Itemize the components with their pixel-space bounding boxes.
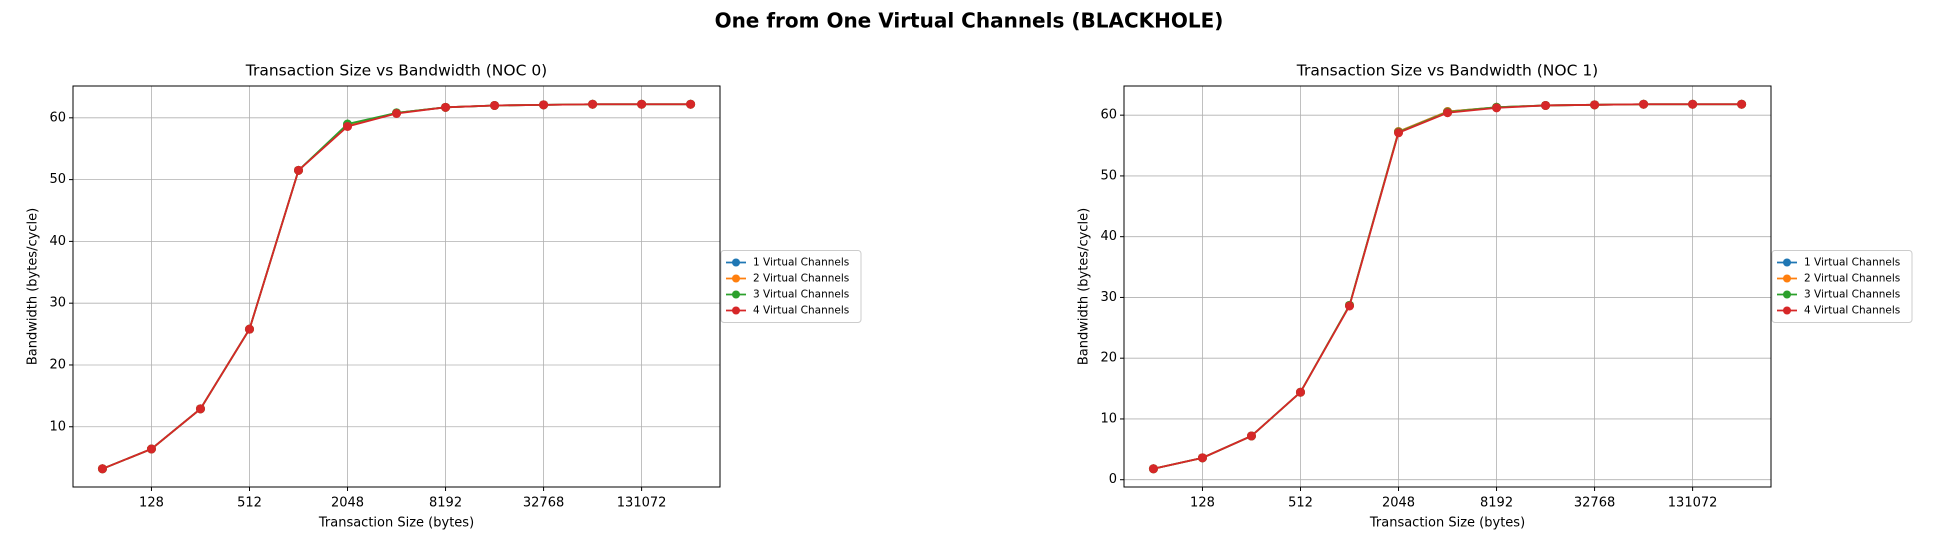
y-tick-label: 30 [1100,290,1117,305]
figure-title: One from One Virtual Channels (BLACKHOLE… [715,9,1224,33]
data-point [1737,99,1747,109]
data-point [686,99,696,109]
x-tick-label: 2048 [1382,496,1415,511]
legend-marker [1783,274,1791,283]
x-tick-label: 32768 [523,496,564,511]
x-tick-label: 8192 [429,496,462,511]
data-point [588,99,598,109]
data-point [539,100,549,110]
data-point [1688,99,1698,109]
legend-marker [1783,258,1791,267]
x-tick-label: 8192 [1480,496,1513,511]
legend-label: 1 Virtual Channels [1804,257,1900,269]
y-tick-label: 40 [49,234,66,249]
data-point [637,99,647,109]
data-point [1590,100,1600,110]
y-tick-label: 20 [1100,351,1117,366]
y-tick-label: 0 [1109,472,1117,487]
series-line [1153,103,1742,470]
x-tick-label: 512 [237,496,262,511]
data-point [294,165,304,175]
data-point [244,324,254,334]
data-point [97,464,107,474]
legend-label: 4 Virtual Channels [1804,305,1900,317]
y-tick-label: 40 [1100,229,1117,244]
data-point [1295,387,1305,397]
data-point [1541,100,1551,110]
legend-marker [732,290,740,299]
data-point [1345,301,1355,311]
data-point [441,102,451,112]
y-tick-label: 20 [49,357,66,372]
series-line [102,103,691,470]
y-axis-label: Bandwidth (bytes/cycle) [26,208,41,365]
plot-frame [1123,85,1772,488]
legend-marker [732,274,740,283]
y-tick-label: 50 [1100,168,1117,183]
data-point [343,121,353,131]
series-line [102,103,691,470]
legend-label: 2 Virtual Channels [1804,273,1900,285]
series-line [1153,103,1742,470]
series-line [102,103,691,470]
y-tick-label: 10 [1100,411,1117,426]
x-tick-label: 512 [1288,496,1313,511]
x-tick-label: 32768 [1574,496,1615,511]
legend-label: 3 Virtual Channels [753,289,849,301]
y-tick-label: 60 [49,110,66,125]
legend-box [720,250,862,323]
x-axis-label: Transaction Size (bytes) [318,516,474,531]
data-point [392,108,402,118]
legend-label: 3 Virtual Channels [1804,289,1900,301]
legend-label: 2 Virtual Channels [753,273,849,285]
y-tick-label: 60 [1100,108,1117,123]
data-point [146,444,156,454]
chart-title: Transaction Size vs Bandwidth (NOC 1) [1296,62,1598,80]
legend-label: 1 Virtual Channels [753,257,849,269]
x-tick-label: 131072 [1668,496,1718,511]
x-tick-label: 128 [139,496,164,511]
data-point [490,100,500,110]
y-tick-label: 30 [49,296,66,311]
data-point [1148,464,1158,474]
legend-marker [732,258,740,267]
data-point [1639,99,1649,109]
y-tick-label: 10 [49,419,66,434]
legend-marker [732,306,740,315]
plot-frame [72,85,721,488]
x-axis-label: Transaction Size (bytes) [1369,516,1525,531]
data-point [195,404,205,414]
series-line [1153,103,1742,470]
legend-box [1771,250,1913,323]
x-tick-label: 2048 [331,496,364,511]
x-tick-label: 131072 [617,496,667,511]
x-tick-label: 128 [1190,496,1215,511]
chart-title: Transaction Size vs Bandwidth (NOC 0) [245,62,547,80]
data-point [1246,431,1256,441]
series-line [102,103,691,470]
legend-label: 4 Virtual Channels [753,305,849,317]
legend-marker [1783,306,1791,315]
series-line [1153,103,1742,470]
data-point [1443,108,1453,118]
data-point [1197,453,1207,463]
y-axis-label: Bandwidth (bytes/cycle) [1077,208,1092,365]
y-tick-label: 50 [49,172,66,187]
data-point [1394,128,1404,138]
data-point [1492,103,1502,113]
legend-marker [1783,290,1791,299]
